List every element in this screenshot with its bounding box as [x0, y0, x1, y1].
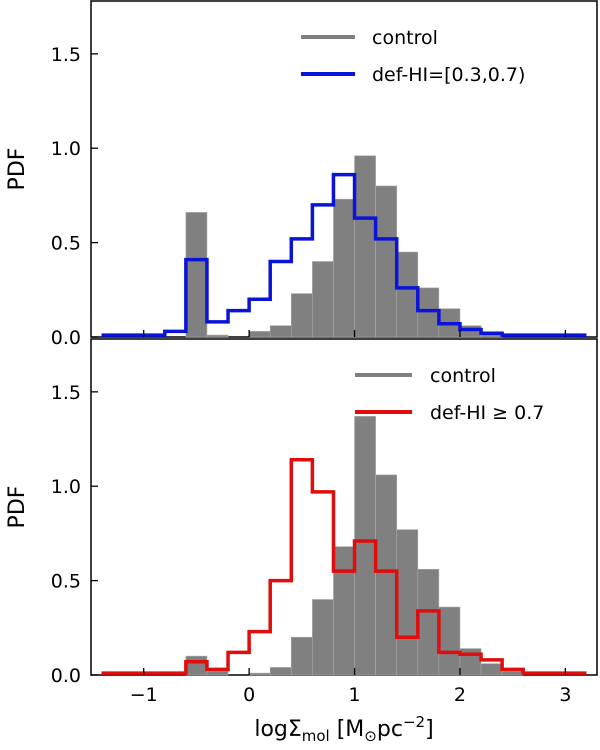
bar [269, 667, 292, 676]
y-axis-label: PDF [5, 486, 30, 529]
bar [354, 416, 376, 676]
bar [501, 670, 524, 676]
bar [480, 663, 503, 676]
bar [248, 672, 271, 676]
legend-label-control: control [372, 27, 438, 49]
y-tick-label: 1.5 [51, 44, 81, 66]
y-tick-label: 0.5 [51, 233, 81, 255]
y-tick-label: 0.0 [51, 327, 81, 349]
bar [459, 325, 482, 338]
bar [269, 325, 292, 338]
bar [312, 261, 334, 338]
y-tick-label: 1.5 [51, 382, 81, 404]
y-tick-label: 0.0 [51, 665, 81, 687]
y-tick-label: 1.0 [51, 138, 81, 160]
legend: control def-HI=[0.3,0.7) [301, 27, 525, 86]
x-axis-label: logΣmol [M⊙pc−2] [254, 713, 433, 745]
bar [375, 474, 398, 676]
bar [290, 636, 313, 676]
bar [417, 568, 440, 676]
y-axis-label: PDF [5, 148, 30, 191]
series-line [101, 458, 587, 675]
bar [354, 155, 376, 338]
bar [248, 331, 271, 338]
y-tick-label: 0.5 [51, 571, 81, 593]
y-tick-label: 1.0 [51, 476, 81, 498]
x-tick-label: −1 [130, 684, 158, 706]
legend: control def-HI ≥ 0.7 [355, 365, 544, 424]
bar [438, 606, 461, 676]
bar [333, 546, 355, 676]
legend-label-def-hi: def-HI=[0.3,0.7) [372, 64, 525, 86]
bar [185, 655, 208, 676]
bar [375, 185, 398, 338]
x-tick-label: 2 [454, 684, 466, 706]
bar [312, 599, 334, 676]
bar [290, 293, 313, 338]
bar [396, 529, 419, 676]
series-line [101, 172, 587, 337]
bar [206, 670, 229, 676]
legend-label-def-hi: def-HI ≥ 0.7 [430, 402, 544, 424]
bar [185, 212, 208, 338]
bar [333, 198, 355, 338]
x-tick-label: 3 [559, 684, 571, 706]
panel-top: 0.0 0.5 1.0 1.5 PDF control def-HI=[0.3,0.7… [5, 0, 598, 349]
bar [396, 251, 419, 338]
bar [206, 334, 229, 338]
panel-bottom: 0.0 0.5 1.0 1.5 −1 0 1 2 3 PDF control def-HI ≥ … [5, 338, 598, 745]
bar [417, 287, 440, 338]
x-tick-label: 0 [243, 684, 255, 706]
legend-label-control: control [430, 365, 496, 387]
x-tick-label: 1 [348, 684, 360, 706]
